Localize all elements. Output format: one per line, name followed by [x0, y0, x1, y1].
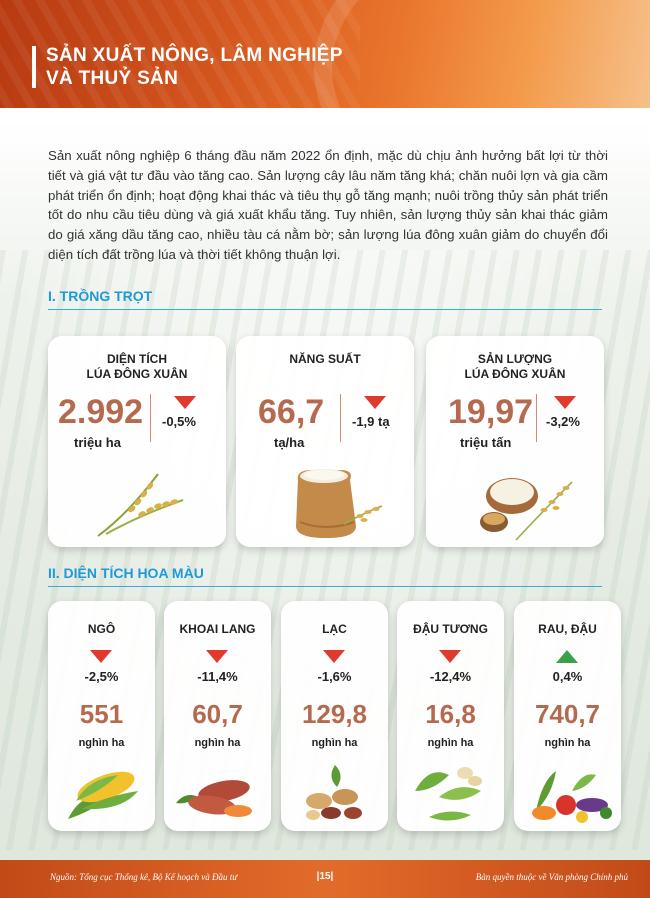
card-label: SẢN LƯỢNG	[477, 352, 553, 366]
stat-value: 66,7	[258, 393, 325, 431]
crop-unit: nghìn ha	[78, 737, 125, 749]
title-line-1: SẢN XUẤT NÔNG, LÂM NGHIỆP	[46, 45, 343, 66]
card-label: DIỆN TÍCH	[107, 352, 167, 366]
down-arrow-icon	[323, 650, 345, 663]
crop-card-corn: NGÔ -2,5% 551 nghìn ha	[48, 601, 155, 831]
footer-source: Nguồn: Tổng cục Thống kê, Bộ Kế hoạch và…	[50, 872, 238, 882]
rice-sack-icon	[296, 469, 383, 538]
corn-icon	[68, 771, 138, 819]
vegetables-icon	[532, 771, 612, 823]
crop-unit: nghìn ha	[544, 737, 591, 749]
header-banner	[0, 0, 650, 108]
crop-card-peanut: LẠC -1,6% 129,8 nghìn ha	[281, 601, 388, 831]
up-arrow-icon	[556, 650, 578, 663]
title-line-2: VÀ THUỶ SẢN	[46, 68, 179, 89]
down-arrow-icon	[364, 396, 386, 409]
page-title: SẢN XUẤT NÔNG, LÂM NGHIỆP VÀ THUỶ SẢN	[32, 44, 343, 90]
rice-bowl-icon	[480, 478, 573, 541]
sweet-potato-icon	[176, 780, 252, 817]
card-label: NĂNG SUẤT	[289, 352, 361, 366]
divider	[536, 394, 537, 442]
crop-name: LẠC	[322, 622, 347, 636]
footer-bar	[0, 860, 650, 898]
change-value: -0,5%	[162, 414, 196, 429]
intro-paragraph: Sản xuất nông nghiệp 6 tháng đầu năm 202…	[48, 148, 608, 262]
crop-card-sweet-potato: KHOAI LANG -11,4% 60,7 nghìn ha	[164, 601, 271, 831]
stat-unit: tạ/ha	[274, 435, 305, 450]
crop-value: 551	[79, 699, 124, 729]
section-title-crops: I. TRỒNG TRỌT	[48, 288, 153, 304]
stat-card-rice-output: SẢN LƯỢNG LÚA ĐÔNG XUÂN 19,97 triệu tấn …	[426, 336, 604, 547]
crop-value: 129,8	[301, 699, 368, 729]
down-arrow-icon	[206, 650, 228, 663]
crop-unit: nghìn ha	[427, 737, 474, 749]
change-value: -2,5%	[84, 669, 119, 684]
crop-card-soybean: ĐẬU TƯƠNG -12,4% 16,8 nghìn ha	[397, 601, 504, 831]
crop-value: 16,8	[425, 699, 476, 729]
crop-card-vegetables: RAU, ĐẬU 0,4% 740,7 nghìn ha	[514, 601, 621, 831]
down-arrow-icon	[174, 396, 196, 409]
crop-name: RAU, ĐẬU	[538, 622, 597, 636]
crop-name: KHOAI LANG	[179, 622, 256, 636]
divider	[150, 394, 151, 442]
crop-value: 740,7	[534, 699, 601, 729]
section-divider	[48, 309, 602, 310]
card-label: LÚA ĐÔNG XUÂN	[86, 367, 188, 381]
soybean-icon	[415, 767, 482, 821]
stat-card-rice-area: DIỆN TÍCH LÚA ĐÔNG XUÂN 2.992 triệu ha -…	[48, 336, 226, 547]
crop-unit: nghìn ha	[194, 737, 241, 749]
stat-value: 2.992	[58, 393, 144, 431]
stat-value: 19,97	[448, 393, 534, 431]
rice-stalk-icon	[97, 473, 184, 537]
down-arrow-icon	[439, 650, 461, 663]
section-title-secondary-crops: II. DIỆN TÍCH HOA MÀU	[48, 565, 204, 581]
crop-value: 60,7	[192, 699, 243, 729]
divider	[340, 394, 341, 442]
title-accent-bar	[32, 46, 36, 88]
crop-unit: nghìn ha	[311, 737, 358, 749]
down-arrow-icon	[554, 396, 576, 409]
stat-unit: triệu tấn	[460, 435, 512, 450]
change-value: -12,4%	[429, 669, 472, 684]
footer-copyright: Bản quyền thuộc về Văn phòng Chính phủ	[475, 872, 628, 882]
stat-card-yield: NĂNG SUẤT 66,7 tạ/ha -1,9 tạ	[236, 336, 414, 547]
crop-name: ĐẬU TƯƠNG	[413, 622, 488, 636]
stat-unit: triệu ha	[74, 435, 121, 450]
change-value: -11,4%	[197, 669, 238, 684]
section-divider	[48, 586, 602, 587]
card-label: LÚA ĐÔNG XUÂN	[464, 367, 566, 381]
change-value: -3,2%	[546, 414, 580, 429]
change-value: 0,4%	[552, 669, 583, 684]
down-arrow-icon	[90, 650, 112, 663]
peanut-icon	[306, 765, 362, 820]
crop-name: NGÔ	[87, 622, 116, 636]
change-value: -1,9 tạ	[352, 414, 390, 429]
change-value: -1,6%	[317, 669, 352, 684]
page-number: |15|	[316, 871, 334, 882]
